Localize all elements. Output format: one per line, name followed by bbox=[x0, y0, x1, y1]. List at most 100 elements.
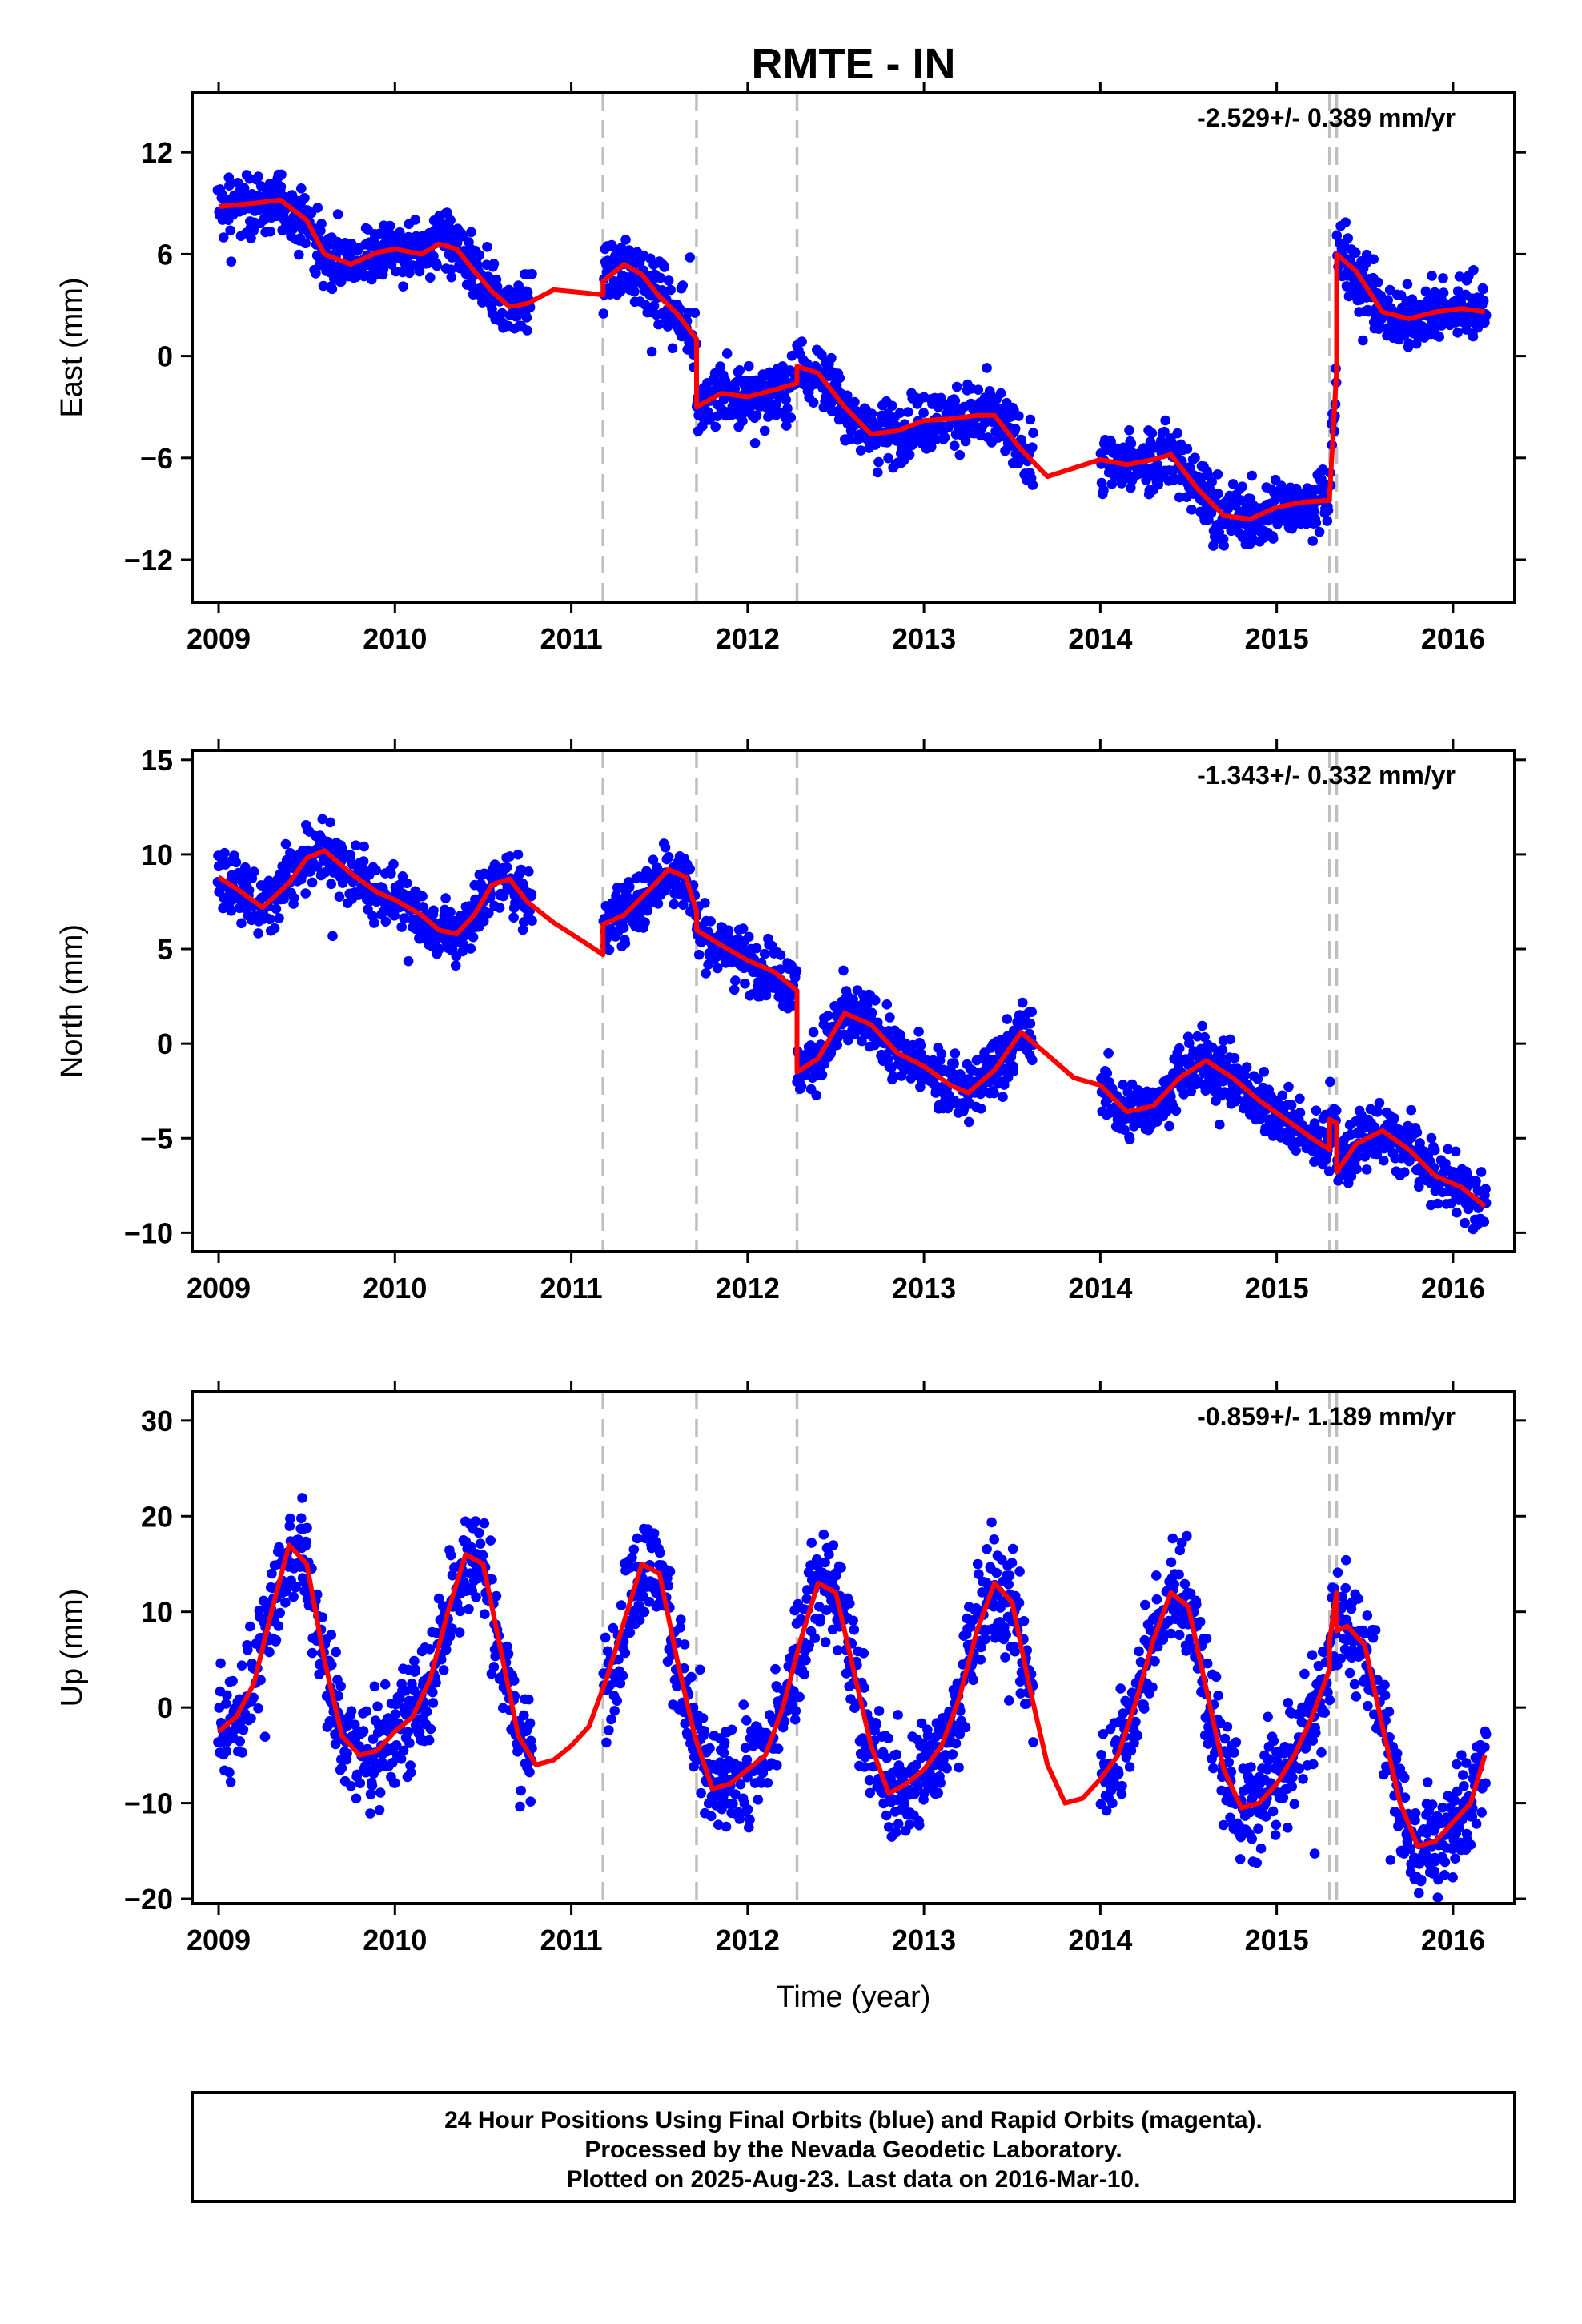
data-point bbox=[1259, 1067, 1270, 1077]
data-point bbox=[1468, 265, 1479, 275]
data-point bbox=[624, 882, 635, 892]
data-point bbox=[503, 1648, 514, 1659]
data-point bbox=[390, 1778, 400, 1788]
data-point bbox=[848, 1615, 858, 1626]
data-point bbox=[1368, 254, 1379, 265]
data-point bbox=[1197, 1020, 1207, 1031]
data-point bbox=[477, 1550, 488, 1561]
data-point bbox=[331, 1647, 342, 1658]
data-point bbox=[1311, 1105, 1322, 1116]
data-point bbox=[1215, 1119, 1225, 1130]
data-point bbox=[1438, 287, 1449, 298]
data-point bbox=[501, 862, 512, 873]
data-point bbox=[1160, 415, 1170, 426]
data-point bbox=[1360, 258, 1371, 269]
data-point bbox=[786, 351, 797, 361]
data-point bbox=[773, 1743, 784, 1754]
data-point bbox=[598, 308, 609, 319]
data-point bbox=[336, 1763, 347, 1774]
data-point bbox=[1452, 1207, 1462, 1218]
data-point bbox=[361, 1706, 372, 1717]
data-point bbox=[718, 1747, 729, 1758]
data-point bbox=[864, 1775, 875, 1786]
x-tick-label: 2016 bbox=[1421, 1272, 1485, 1305]
data-point bbox=[452, 1598, 463, 1609]
data-point bbox=[809, 1633, 821, 1643]
data-point bbox=[759, 425, 770, 436]
data-point bbox=[475, 1538, 486, 1549]
data-point bbox=[936, 1048, 947, 1059]
data-point bbox=[311, 862, 323, 872]
data-point bbox=[718, 394, 729, 405]
data-points-up bbox=[213, 1493, 1492, 1903]
data-point bbox=[225, 225, 235, 236]
y-tick-label: 6 bbox=[157, 238, 173, 271]
data-point bbox=[273, 1621, 284, 1631]
data-point bbox=[822, 1011, 833, 1021]
data-point bbox=[620, 235, 631, 245]
data-point bbox=[954, 450, 966, 460]
data-point bbox=[737, 416, 748, 427]
y-tick-label: 10 bbox=[141, 838, 173, 871]
data-point bbox=[964, 1116, 974, 1128]
data-point bbox=[318, 280, 329, 292]
data-point bbox=[384, 220, 396, 231]
data-point bbox=[660, 842, 671, 853]
data-point bbox=[871, 1719, 881, 1731]
data-point bbox=[1010, 424, 1021, 434]
data-point bbox=[1317, 1126, 1327, 1137]
data-point bbox=[372, 1701, 383, 1712]
chart-title: RMTE - IN bbox=[752, 40, 956, 88]
data-point bbox=[721, 1821, 732, 1832]
data-point bbox=[735, 1779, 746, 1790]
data-point bbox=[269, 923, 280, 934]
data-point bbox=[473, 1527, 484, 1538]
data-point bbox=[617, 1671, 628, 1681]
data-point bbox=[267, 1568, 277, 1579]
data-point bbox=[828, 1540, 839, 1550]
data-point bbox=[737, 923, 749, 934]
data-point bbox=[738, 1699, 749, 1710]
data-point bbox=[865, 1787, 875, 1799]
y-axis-label-east: East (mm) bbox=[55, 277, 89, 417]
data-point bbox=[1478, 296, 1489, 306]
data-point bbox=[326, 879, 337, 890]
data-point bbox=[1241, 1062, 1252, 1072]
data-point bbox=[706, 1811, 717, 1822]
data-point bbox=[824, 1549, 834, 1560]
data-point bbox=[642, 905, 652, 916]
x-tick-label: 2011 bbox=[540, 622, 603, 655]
data-point bbox=[608, 1622, 619, 1634]
data-point bbox=[1426, 1132, 1437, 1144]
data-point bbox=[845, 1694, 856, 1704]
data-point bbox=[913, 1027, 924, 1037]
data-point bbox=[279, 894, 289, 904]
data-point bbox=[488, 259, 500, 269]
data-point bbox=[1247, 470, 1257, 481]
data-point bbox=[858, 1648, 869, 1659]
data-point bbox=[634, 1614, 645, 1626]
data-point bbox=[821, 1605, 832, 1615]
data-point bbox=[1025, 1018, 1036, 1029]
data-point bbox=[396, 922, 408, 932]
data-point bbox=[648, 1528, 660, 1538]
data-point bbox=[524, 1718, 536, 1729]
data-point bbox=[284, 1521, 295, 1531]
data-point bbox=[845, 1598, 855, 1609]
data-point bbox=[949, 1058, 959, 1069]
data-point bbox=[512, 849, 524, 860]
data-point bbox=[911, 1759, 921, 1771]
panel-north: 2009 2010 2011 2012 2013 2014 2015 2016151050−5… bbox=[55, 739, 1526, 1305]
data-point bbox=[357, 864, 368, 875]
data-point bbox=[1389, 1113, 1399, 1124]
data-point bbox=[1383, 295, 1393, 305]
data-point bbox=[471, 1592, 481, 1602]
data-point bbox=[1217, 1044, 1228, 1055]
data-point bbox=[646, 346, 657, 357]
data-point bbox=[904, 1819, 915, 1830]
data-point bbox=[504, 851, 516, 862]
data-point bbox=[808, 1027, 819, 1038]
data-points-east bbox=[212, 169, 1492, 551]
data-point bbox=[1239, 1070, 1250, 1081]
data-point bbox=[624, 1627, 636, 1638]
